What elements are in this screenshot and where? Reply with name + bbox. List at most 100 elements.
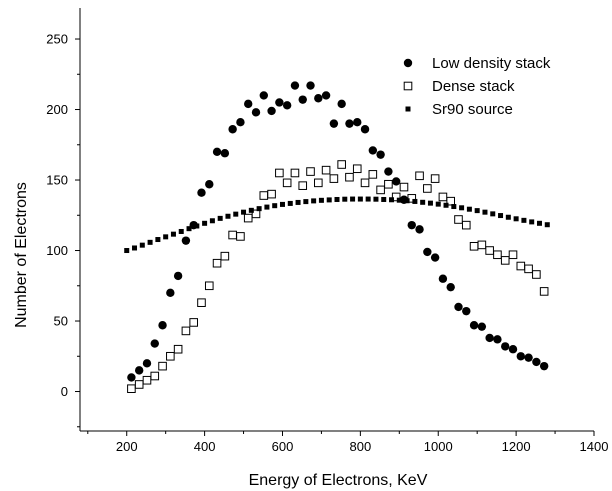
dense-stack-point <box>516 261 526 271</box>
dense-stack-point <box>314 178 323 188</box>
low-density-stack-point <box>508 345 518 354</box>
low-density-stack-point <box>290 81 300 90</box>
dense-stack-point <box>306 167 315 176</box>
dense-stack-point <box>430 174 440 183</box>
sr90-source-point <box>155 237 161 243</box>
dense-stack-point <box>142 375 152 385</box>
low-density-stack-point <box>337 99 346 109</box>
sr90-source-point <box>163 234 169 240</box>
low-density-stack-point <box>501 342 510 351</box>
low-density-stack-point <box>477 322 487 331</box>
dense-stack-point <box>415 171 424 181</box>
dense-stack-point <box>384 179 393 189</box>
low-density-stack-point <box>539 361 549 371</box>
sr90-source-point <box>326 197 332 203</box>
low-density-stack-point <box>298 95 307 104</box>
dense-stack-point <box>127 384 136 393</box>
low-density-stack-point <box>134 366 144 375</box>
low-density-stack-point <box>391 177 401 186</box>
low-density-stack-point <box>228 125 237 134</box>
dense-stack-point <box>524 264 533 274</box>
sr90-source-point <box>318 197 324 203</box>
sr90-source-point <box>202 220 208 226</box>
low-density-stack-point <box>353 118 362 127</box>
low-density-stack-point <box>532 357 541 367</box>
dense-stack-point <box>220 251 230 261</box>
dense-stack-point <box>150 371 160 381</box>
sr90-source-point <box>474 208 480 214</box>
x-tick-label: 800 <box>350 439 372 454</box>
low-density-stack-point <box>244 99 253 109</box>
dense-stack-point <box>345 172 354 182</box>
sr90-source-point <box>217 215 223 221</box>
low-density-stack-point <box>524 353 533 362</box>
dense-stack-point <box>228 230 237 240</box>
dense-stack-point <box>376 185 385 195</box>
dense-stack-point <box>454 215 463 224</box>
low-density-stack-point <box>205 180 214 189</box>
sr90-source-point <box>350 196 356 202</box>
dense-stack-point <box>282 178 292 188</box>
sr90-source-point <box>186 226 192 232</box>
dense-stack-point <box>251 209 261 219</box>
sr90-source-point <box>287 200 293 206</box>
low-density-stack-point <box>493 335 502 344</box>
low-density-stack-point <box>384 167 393 176</box>
sr90-source-point <box>412 198 418 204</box>
sr90-source-point <box>342 196 348 202</box>
sr90-source-point <box>513 216 519 222</box>
dense-stack-point <box>391 192 401 202</box>
low-density-stack-point <box>197 188 206 197</box>
legend-marker <box>403 81 413 91</box>
sr90-source-point <box>427 200 433 206</box>
dense-stack-point <box>204 281 214 291</box>
legend-label: Dense stack <box>432 78 515 95</box>
low-density-stack-point <box>423 247 432 257</box>
low-density-stack-point <box>415 225 424 234</box>
y-tick-label: 100 <box>46 243 68 258</box>
low-density-stack-point <box>173 271 183 281</box>
dense-stack-point <box>461 220 471 230</box>
dense-stack-point <box>438 192 448 202</box>
low-density-stack-point <box>166 288 175 298</box>
sr90-source-point <box>373 196 379 202</box>
sr90-source-point <box>132 245 138 251</box>
sr90-source-point <box>303 199 309 205</box>
sr90-source-point <box>443 202 449 208</box>
sr90-source-point <box>365 196 371 202</box>
low-density-stack-point <box>267 106 276 116</box>
low-density-stack-point <box>282 101 292 110</box>
low-density-stack-point <box>516 352 525 361</box>
low-density-stack-point <box>321 91 331 100</box>
dense-stack-point <box>212 258 222 268</box>
sr90-source-point <box>404 198 410 204</box>
sr90-source-point <box>396 197 402 203</box>
dense-stack-point <box>166 351 175 361</box>
dense-stack-point <box>352 164 362 174</box>
low-density-stack-point <box>469 321 479 330</box>
sr90-source-point <box>521 217 527 223</box>
low-density-stack-point <box>485 333 494 343</box>
dense-stack-point <box>189 318 199 327</box>
dense-stack-point <box>259 191 269 200</box>
low-density-stack-point <box>430 253 440 262</box>
sr90-source-point <box>490 211 496 217</box>
sr90-source-point <box>264 204 270 210</box>
dense-stack-point <box>423 184 432 193</box>
low-density-stack-point <box>212 147 222 157</box>
dense-stack-point <box>290 168 300 178</box>
y-tick-label: 150 <box>46 173 68 188</box>
dense-stack-point <box>243 213 253 223</box>
sr90-source-point <box>225 213 231 219</box>
sr90-source-point <box>295 199 301 205</box>
dense-stack-point <box>267 189 276 199</box>
x-tick-label: 400 <box>194 439 216 454</box>
sr90-source-point <box>529 219 535 225</box>
low-density-stack-point <box>314 94 323 103</box>
low-density-stack-point <box>127 373 136 382</box>
low-density-stack-point <box>306 81 315 90</box>
dense-stack-point <box>532 270 541 279</box>
dense-stack-point <box>275 168 284 178</box>
